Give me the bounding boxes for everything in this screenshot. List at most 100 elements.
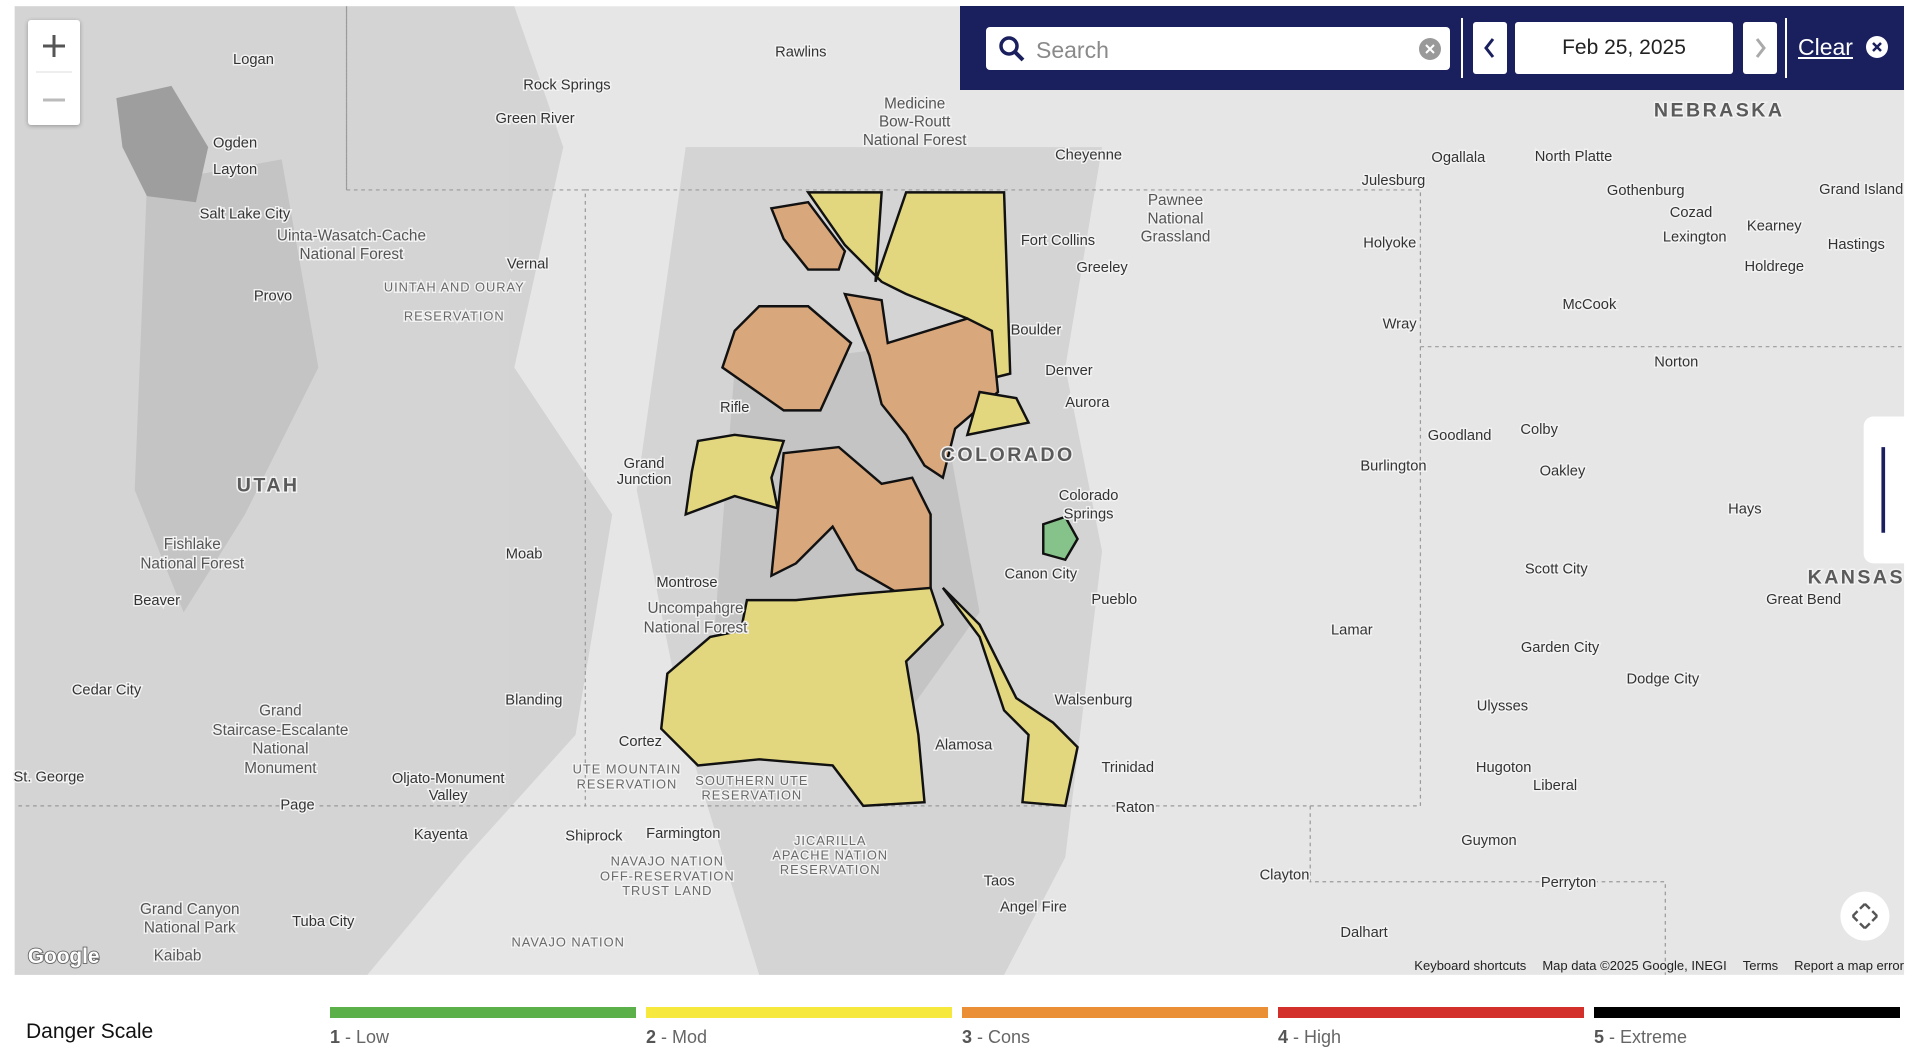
danger-label: 4 - High xyxy=(1278,1027,1584,1048)
map-label: RESERVATION xyxy=(780,862,881,877)
danger-level: 5 - Extreme xyxy=(1594,1007,1900,1048)
fullscreen-button[interactable] xyxy=(1840,891,1890,941)
map[interactable]: Logan Rawlins Rock Springs Green River Medic… xyxy=(0,0,1920,975)
side-panel-handle[interactable] xyxy=(1863,416,1913,564)
map-label: National Forest xyxy=(863,132,967,149)
map-label: Salt Lake City xyxy=(200,206,291,222)
danger-level: 1 - Low xyxy=(330,1007,636,1048)
danger-level: 2 - Mod xyxy=(646,1007,952,1048)
map-label: TRUST LAND xyxy=(622,883,712,898)
map-label: Angel Fire xyxy=(1000,899,1067,915)
map-label: Layton xyxy=(213,162,257,178)
zoom-in[interactable] xyxy=(43,35,65,57)
map-label: COLORADO xyxy=(941,444,1075,466)
map-label: Dalhart xyxy=(1340,925,1387,941)
map-label: Logan xyxy=(233,52,274,68)
map-label: Grand xyxy=(624,456,665,472)
map-label: Vernal xyxy=(507,257,549,273)
map-label: SOUTHERN UTE xyxy=(695,773,808,788)
danger-number: 4 xyxy=(1278,1027,1289,1047)
map-label: Grand Island xyxy=(1819,182,1903,198)
map-label: North Platte xyxy=(1535,149,1613,165)
map-label: Cheyenne xyxy=(1055,148,1122,164)
map-label: National Forest xyxy=(140,556,244,573)
map-label: Canon City xyxy=(1004,566,1077,582)
danger-level: 3 - Cons xyxy=(962,1007,1268,1048)
map-label: Walsenburg xyxy=(1055,692,1133,708)
map-label: Hays xyxy=(1728,501,1761,517)
date-display[interactable]: Feb 25, 2025 xyxy=(1515,22,1733,74)
map-label: Medicine xyxy=(884,95,945,112)
map-label: Cozad xyxy=(1670,205,1712,221)
map-label: Norton xyxy=(1654,354,1698,370)
danger-bar xyxy=(962,1007,1268,1018)
map-label: Fort Collins xyxy=(1021,233,1095,249)
map-label: National Forest xyxy=(300,246,404,263)
map-label: Uncompahgre xyxy=(647,600,743,617)
attribution-link: Keyboard shortcuts xyxy=(1414,958,1527,973)
map-label: Boulder xyxy=(1011,323,1062,339)
attribution-link: Terms xyxy=(1742,958,1779,973)
map-label: National xyxy=(252,741,308,758)
map-label: Ogden xyxy=(213,135,257,151)
zoom-controls xyxy=(28,20,80,125)
danger-number: 3 xyxy=(962,1027,973,1047)
prev-date[interactable] xyxy=(1473,22,1507,74)
danger-scale: Danger Scale 1 - Low 2 - Mod 3 - Cons 4 - H… xyxy=(0,975,1920,1052)
attribution-link: Report a map error xyxy=(1794,958,1904,973)
map-label: Denver xyxy=(1045,363,1092,379)
map-label: NAVAJO NATION xyxy=(611,854,724,869)
map-label: Goodland xyxy=(1428,428,1492,444)
map-label: St. George xyxy=(13,770,84,786)
map-labels: Logan Rawlins Rock Springs Green River Medic… xyxy=(12,43,1905,966)
danger-number: 5 xyxy=(1594,1027,1605,1047)
search-box[interactable]: Search xyxy=(986,27,1450,70)
map-label: Trinidad xyxy=(1101,760,1154,776)
map-label: NAVAJO NATION xyxy=(511,934,624,949)
danger-name: - High xyxy=(1293,1027,1342,1047)
map-label: National Forest xyxy=(644,619,748,636)
map-label: Greeley xyxy=(1076,260,1128,276)
map-label: Taos xyxy=(984,874,1015,890)
map-label: Cortez xyxy=(619,734,662,750)
map-label: Uinta-Wasatch-Cache xyxy=(277,228,426,245)
map-label: RESERVATION xyxy=(701,787,802,802)
map-label: Liberal xyxy=(1533,778,1577,794)
map-label: Scott City xyxy=(1525,561,1589,577)
map-label: UTE MOUNTAIN xyxy=(573,762,682,777)
map-label: OFF-RESERVATION xyxy=(600,868,735,883)
next-date[interactable] xyxy=(1743,22,1777,74)
map-label: Colby xyxy=(1520,422,1558,438)
map-label: UTAH xyxy=(237,474,300,496)
map-label: Blanding xyxy=(505,692,562,708)
clear-icon[interactable] xyxy=(1865,35,1889,59)
danger-label: 3 - Cons xyxy=(962,1027,1268,1048)
map-label: Farmington xyxy=(646,826,720,842)
attribution-link: Map data ©2025 Google, INEGI xyxy=(1542,958,1727,973)
map-label: Garden City xyxy=(1521,640,1600,656)
map-label: Lexington xyxy=(1663,230,1727,246)
fullscreen-icon xyxy=(1851,902,1879,930)
map-label: National xyxy=(1147,210,1203,227)
map-logo: Google xyxy=(28,945,100,968)
map-label: Pueblo xyxy=(1091,592,1137,608)
danger-number: 2 xyxy=(646,1027,657,1047)
map-label: Perryton xyxy=(1541,875,1597,891)
attribution: Keyboard shortcuts Map data ©2025 Google,… xyxy=(1398,958,1904,973)
map-label: Springs xyxy=(1064,506,1114,522)
map-label: Shiprock xyxy=(565,828,623,844)
map-label: Burlington xyxy=(1360,459,1426,475)
map-label: RESERVATION xyxy=(577,776,678,791)
divider xyxy=(1461,18,1463,78)
map-label: Green River xyxy=(496,111,575,127)
map-label: Pawnee xyxy=(1148,192,1203,209)
danger-bar xyxy=(1278,1007,1584,1018)
search-placeholder: Search xyxy=(1036,37,1109,63)
clear-button[interactable]: Clear xyxy=(1798,34,1853,60)
search-clear[interactable] xyxy=(1418,37,1442,61)
map-label: Oljato-Monument xyxy=(392,771,505,787)
map-label: Raton xyxy=(1116,800,1155,816)
map-label: McCook xyxy=(1562,297,1617,313)
map-label: Bow-Routt xyxy=(879,114,951,131)
map-label: Grassland xyxy=(1141,229,1211,246)
